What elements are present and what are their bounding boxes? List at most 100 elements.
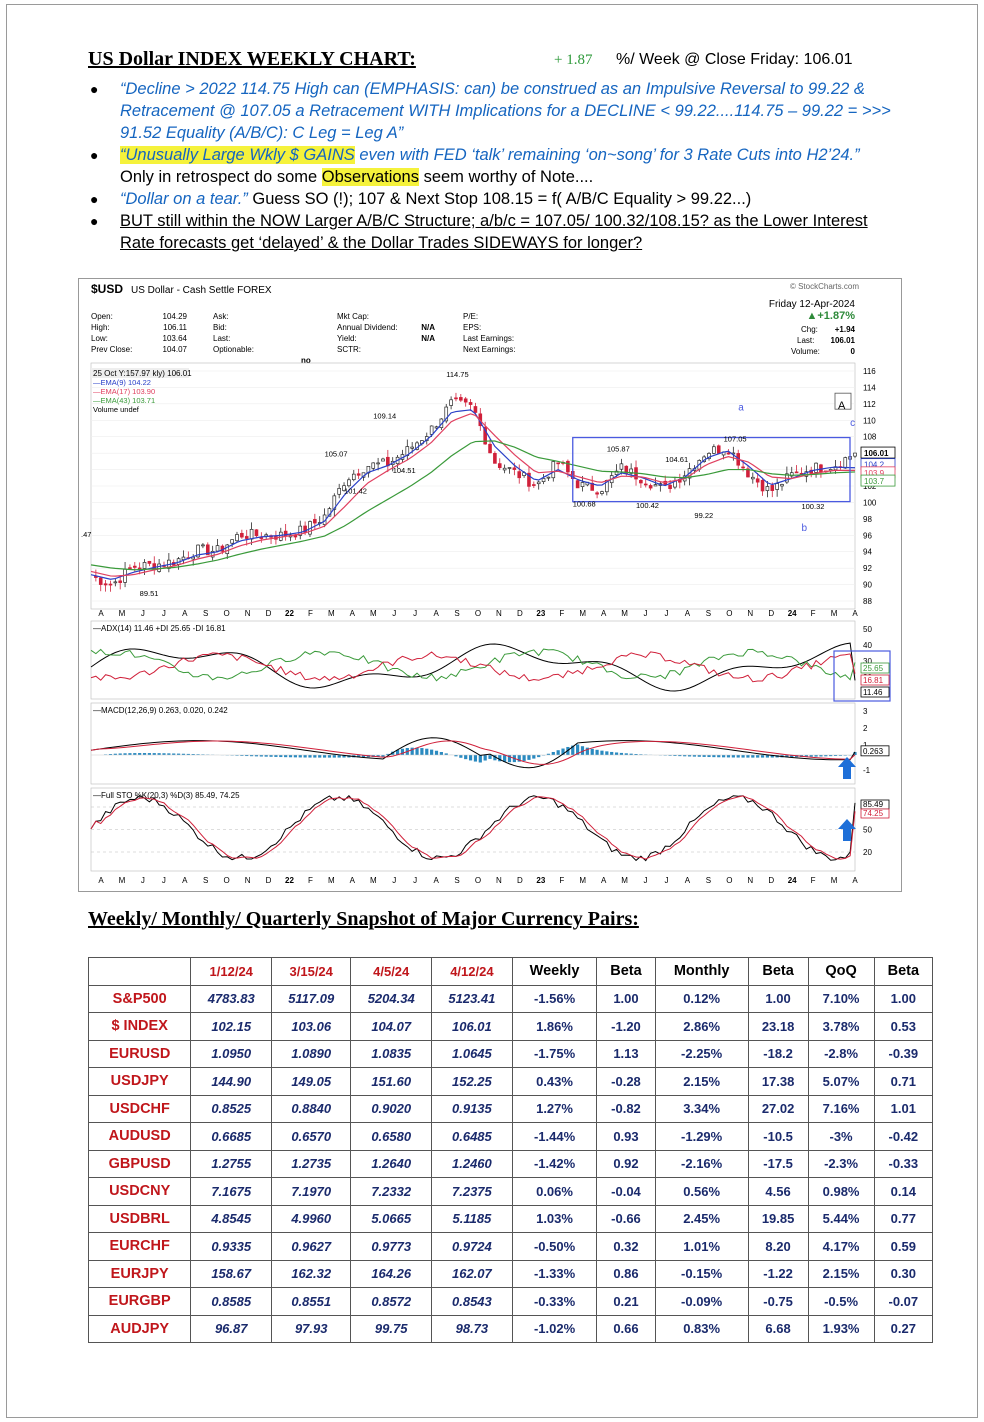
quote-value: 104.07 [163, 345, 188, 354]
macd-hist-bar [741, 755, 745, 758]
candle-body [444, 406, 449, 422]
ema43-line [90, 440, 856, 571]
candle-body [468, 402, 473, 405]
macd-hist-bar [123, 753, 127, 755]
candle-body [789, 472, 794, 477]
table-cell: 0.8551 [271, 1287, 352, 1316]
adx-axis-label: 50 [863, 625, 872, 634]
time-axis-label: J [413, 609, 417, 618]
macd-hist-bar [503, 755, 507, 762]
candle-body [371, 462, 376, 469]
quote-label: Open: [91, 312, 113, 321]
macd-hist-bar [707, 755, 711, 758]
macd-hist-bar [614, 752, 619, 755]
legend-ema9: —EMA(9) 104.22 [93, 378, 151, 387]
macd-hist-bar [454, 755, 458, 757]
time-axis-label: M [370, 609, 377, 618]
table-cell: 0.9627 [271, 1232, 352, 1261]
candle-body [668, 484, 672, 490]
bullet-dot-icon: ● [90, 213, 99, 229]
time-axis-label: A [601, 876, 607, 885]
table-cell: 5117.09 [271, 984, 352, 1013]
macd-hist-bar [395, 749, 400, 755]
candle-body [741, 466, 745, 469]
table-cell: 104.07 [350, 1012, 433, 1041]
time-axis-label: D [266, 609, 272, 618]
table-cell: 1.2755 [190, 1149, 273, 1178]
minus-di-line [90, 651, 856, 683]
table-cell: 1.01 [873, 1094, 934, 1123]
time-axis-label: J [392, 609, 396, 618]
time-axis-label: M [831, 609, 838, 618]
table-row: S&P500 4783.83 5117.09 5204.34 5123.41 -1.56%… [87, 984, 934, 1013]
candle-body [483, 426, 487, 445]
table-cell: 23.18 [747, 1012, 809, 1041]
quote-label: Last: [797, 336, 814, 345]
macd-hist-bar [833, 755, 838, 756]
price-annotation: 99.22 [694, 511, 713, 520]
table-cell: 27.02 [747, 1094, 809, 1123]
table-cell: -2.8% [807, 1039, 875, 1068]
candle-body [449, 399, 453, 406]
macd-hist-bar [400, 748, 405, 755]
table-cell: 96.87 [190, 1314, 273, 1343]
row-label: GBPUSD [87, 1149, 192, 1178]
wave-label-a: a [738, 402, 744, 413]
quote-label: Prev Close: [91, 345, 132, 354]
time-axis-label: N [496, 609, 502, 618]
table-cell: 1.01% [654, 1232, 749, 1261]
table-row: USDCNY 7.1675 7.1970 7.2332 7.2375 0.06% -0.04… [87, 1177, 934, 1206]
weekly-close-text: %/ Week @ Close Friday: 106.01 [616, 51, 853, 68]
candle-body [819, 464, 823, 473]
macd-hist-bar [264, 755, 268, 757]
macd-hist-bar [770, 755, 774, 758]
macd-hist-bar [279, 755, 283, 758]
quote-value: 106.11 [163, 323, 187, 332]
adx-axis-label: 40 [863, 641, 872, 650]
table-cell: -17.5 [747, 1149, 809, 1178]
table-cell: 6.68 [747, 1314, 809, 1343]
bullet-dot-icon: ● [90, 147, 99, 163]
table-cell: -10.5 [747, 1122, 809, 1151]
price-tag [860, 474, 896, 487]
fund-value: N/A [421, 323, 435, 332]
fund-value: N/A [421, 334, 435, 343]
table-cell: -0.09% [654, 1287, 749, 1316]
macd-hist-bar [483, 755, 487, 761]
bullet-list: ● “Decline > 2022 114.75 High can (EMPHAS… [88, 78, 898, 254]
macd-hist-bar [157, 753, 161, 755]
table-cell: 0.12% [654, 984, 749, 1013]
optionable-value: no [301, 356, 311, 365]
candle-body [556, 462, 560, 465]
candle-body [853, 452, 857, 457]
macd-axis-label: -1 [863, 766, 871, 775]
table-cell: 158.67 [190, 1259, 273, 1288]
macd-hist-bar [147, 753, 151, 755]
macd-hist-bar [313, 755, 317, 758]
candle-body [215, 545, 220, 552]
table-cell: 162.07 [431, 1259, 513, 1288]
quote-value: 103.64 [163, 334, 188, 343]
time-axis-label: A [852, 609, 858, 618]
price-axis-label: 102 [863, 482, 877, 491]
macd-hist-bar [610, 751, 614, 755]
quote-value: 106.01 [831, 336, 856, 345]
table-row: EURJPY 158.67 162.32 164.26 162.07 -1.33% 0.86… [87, 1259, 934, 1288]
abc-box [572, 436, 851, 503]
price-annotation: 107.05 [724, 435, 747, 444]
candle-body [493, 452, 497, 464]
time-axis-label: N [245, 876, 251, 885]
price-annotation: 105.07 [325, 449, 348, 458]
table-cell: 0.92 [596, 1149, 656, 1178]
macd-hist-bar [546, 753, 551, 755]
macd-hist-bar [249, 755, 254, 757]
candle-body [98, 577, 103, 585]
macd-hist-bar [809, 755, 813, 757]
candle-body [381, 458, 385, 462]
row-label: EURCHF [87, 1232, 192, 1261]
row-label: EURUSD [87, 1039, 192, 1068]
time-axis-label: M [119, 609, 126, 618]
macd-hist-bar [133, 753, 137, 755]
time-axis-label: J [644, 876, 648, 885]
quote-label: High: [91, 323, 110, 332]
